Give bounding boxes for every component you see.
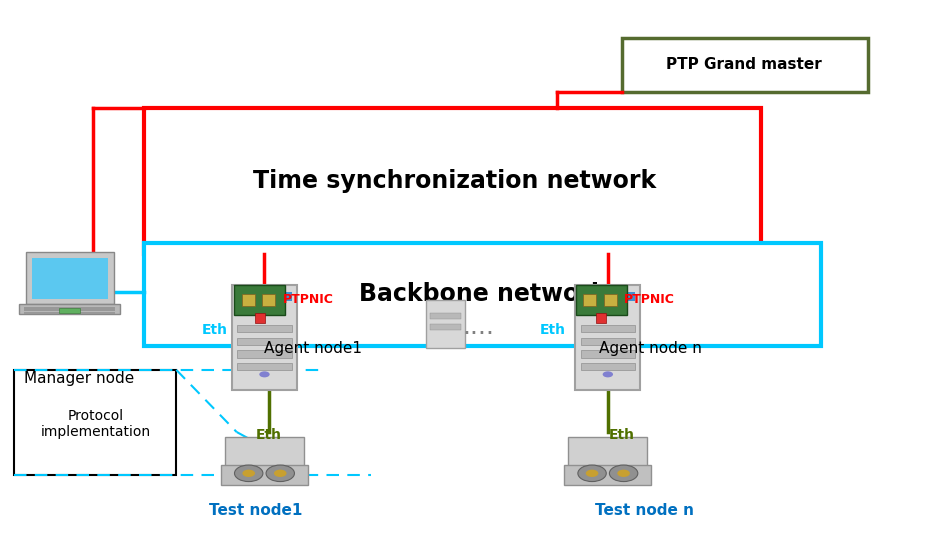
FancyBboxPatch shape	[237, 338, 291, 345]
Text: Eth: Eth	[256, 428, 282, 442]
FancyBboxPatch shape	[583, 294, 596, 306]
Circle shape	[609, 465, 637, 482]
FancyBboxPatch shape	[25, 252, 113, 303]
Text: Agent node n: Agent node n	[598, 341, 701, 356]
FancyBboxPatch shape	[621, 38, 867, 92]
FancyBboxPatch shape	[575, 285, 640, 390]
Text: PTPNIC: PTPNIC	[623, 293, 674, 306]
FancyBboxPatch shape	[24, 309, 115, 311]
Circle shape	[242, 470, 255, 477]
Circle shape	[273, 470, 286, 477]
FancyBboxPatch shape	[429, 313, 461, 319]
Circle shape	[235, 465, 262, 482]
FancyBboxPatch shape	[19, 305, 121, 314]
FancyBboxPatch shape	[24, 307, 115, 309]
Text: Eth: Eth	[540, 323, 565, 338]
FancyBboxPatch shape	[237, 363, 291, 370]
FancyBboxPatch shape	[237, 292, 291, 301]
Circle shape	[259, 372, 270, 377]
Circle shape	[616, 470, 629, 477]
FancyBboxPatch shape	[232, 285, 297, 390]
FancyBboxPatch shape	[234, 285, 286, 314]
FancyBboxPatch shape	[567, 437, 647, 466]
FancyBboxPatch shape	[580, 325, 634, 332]
FancyBboxPatch shape	[32, 258, 108, 299]
FancyBboxPatch shape	[144, 243, 820, 346]
Text: PTP Grand master: PTP Grand master	[666, 57, 821, 72]
Circle shape	[578, 465, 605, 482]
Text: Test node n: Test node n	[595, 503, 693, 518]
FancyBboxPatch shape	[237, 350, 291, 357]
Text: PTPNIC: PTPNIC	[283, 293, 334, 306]
FancyBboxPatch shape	[429, 324, 461, 330]
Text: Time synchronization network: Time synchronization network	[253, 169, 655, 193]
FancyBboxPatch shape	[580, 350, 634, 357]
Circle shape	[602, 372, 613, 377]
FancyBboxPatch shape	[24, 312, 115, 314]
FancyBboxPatch shape	[254, 313, 265, 323]
Text: Eth: Eth	[201, 323, 227, 338]
Text: ....: ....	[462, 315, 493, 339]
Circle shape	[585, 470, 598, 477]
FancyBboxPatch shape	[224, 437, 303, 466]
FancyBboxPatch shape	[580, 338, 634, 345]
Text: Manager node: Manager node	[24, 370, 133, 386]
FancyBboxPatch shape	[59, 308, 80, 313]
FancyBboxPatch shape	[575, 285, 627, 314]
FancyBboxPatch shape	[425, 300, 464, 348]
Text: Eth: Eth	[608, 428, 634, 442]
Text: Protocol
implementation: Protocol implementation	[41, 409, 150, 439]
FancyBboxPatch shape	[596, 313, 606, 323]
FancyBboxPatch shape	[603, 294, 616, 306]
FancyBboxPatch shape	[564, 465, 651, 485]
FancyBboxPatch shape	[221, 465, 308, 485]
Text: Test node1: Test node1	[209, 503, 301, 518]
Text: Agent node1: Agent node1	[264, 341, 362, 356]
Text: Backbone network: Backbone network	[359, 282, 605, 306]
FancyBboxPatch shape	[144, 108, 760, 254]
FancyBboxPatch shape	[242, 294, 254, 306]
FancyBboxPatch shape	[262, 294, 275, 306]
FancyBboxPatch shape	[14, 370, 176, 475]
FancyBboxPatch shape	[580, 292, 634, 301]
Circle shape	[266, 465, 294, 482]
FancyBboxPatch shape	[580, 363, 634, 370]
FancyBboxPatch shape	[237, 325, 291, 332]
